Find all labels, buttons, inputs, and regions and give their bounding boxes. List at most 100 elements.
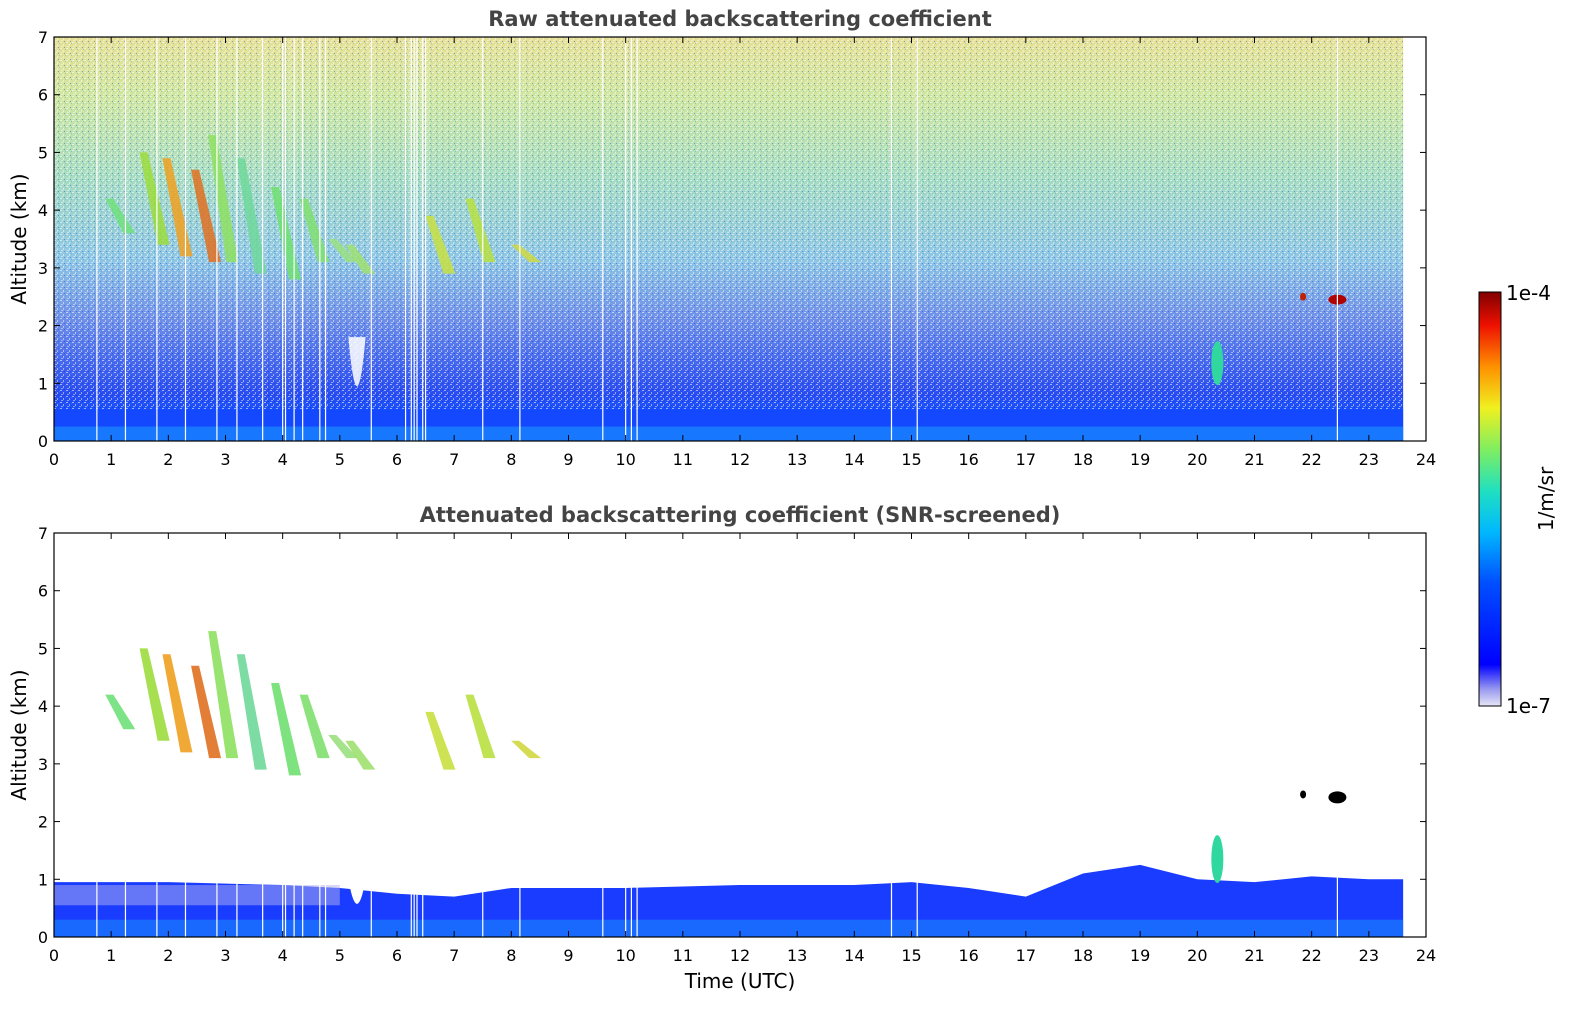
raw-noise-texture bbox=[54, 37, 1404, 441]
x-tick-label: 18 bbox=[1073, 450, 1093, 469]
raw-signal-gap bbox=[348, 337, 366, 387]
snr-cloud-streak bbox=[425, 711, 456, 770]
snr-boundary-layer bbox=[54, 864, 1404, 937]
x-tick-label: 4 bbox=[278, 450, 288, 469]
x-tick-label: 0 bbox=[49, 946, 59, 965]
x-tick-label: 20 bbox=[1187, 946, 1207, 965]
x-tick-label: 2 bbox=[163, 450, 173, 469]
snr-cloud-streak bbox=[465, 694, 496, 759]
x-tick-label: 22 bbox=[1301, 450, 1321, 469]
raw-cloud-streak bbox=[208, 135, 239, 263]
raw-cloud-streak bbox=[345, 244, 376, 274]
snr-cloud-streak bbox=[105, 694, 136, 730]
x-tick-label: 10 bbox=[615, 450, 635, 469]
x-tick-label: 10 bbox=[615, 946, 635, 965]
x-tick-label: 6 bbox=[392, 946, 402, 965]
x-tick-label: 11 bbox=[673, 450, 693, 469]
x-tick-label: 14 bbox=[844, 946, 864, 965]
y-tick-label: 5 bbox=[38, 143, 48, 162]
y-tick-label: 1 bbox=[38, 870, 48, 889]
colorbar-unit-label: 1/m/sr bbox=[1534, 466, 1558, 531]
x-tick-label: 18 bbox=[1073, 946, 1093, 965]
raw-cloud-streak bbox=[191, 169, 222, 263]
snr-title: Attenuated backscattering coefficient (S… bbox=[420, 503, 1061, 527]
y-tick-label: 1 bbox=[38, 374, 48, 393]
y-tick-label: 6 bbox=[38, 86, 48, 105]
snr-cloud-streak bbox=[299, 694, 330, 759]
raw-cloud-streak bbox=[299, 198, 330, 263]
colorbar-gradient bbox=[1478, 291, 1502, 707]
x-tick-label: 21 bbox=[1244, 450, 1264, 469]
y-tick-label: 3 bbox=[38, 755, 48, 774]
raw-surface-layer bbox=[54, 426, 1404, 441]
raw-cloud-streak bbox=[236, 158, 267, 274]
raw-cloud-streak bbox=[465, 198, 496, 263]
snr-x-axis: 0 1 2 3 4 5 6 7 8 9 10 11 12 13 14 15 16 17 18 19 20 21 22 23 24 bbox=[49, 533, 1436, 965]
snr-cloud-streak bbox=[162, 654, 193, 753]
y-tick-label: 2 bbox=[38, 813, 48, 832]
x-tick-label: 5 bbox=[335, 946, 345, 965]
y-tick-label: 7 bbox=[38, 28, 48, 47]
x-tick-label: 0 bbox=[49, 450, 59, 469]
x-tick-label: 5 bbox=[335, 450, 345, 469]
y-tick-label: 4 bbox=[38, 697, 48, 716]
x-tick-label: 15 bbox=[901, 450, 921, 469]
raw-y-axis: 0 1 2 3 4 5 6 7 bbox=[38, 28, 1426, 451]
snr-x-axis-label: Time (UTC) bbox=[684, 969, 796, 993]
y-tick-label: 6 bbox=[38, 582, 48, 601]
snr-cloud-streak bbox=[511, 740, 542, 759]
x-tick-label: 16 bbox=[958, 946, 978, 965]
x-tick-label: 21 bbox=[1244, 946, 1264, 965]
x-tick-label: 14 bbox=[844, 450, 864, 469]
raw-panel: Raw attenuated backscattering coefficien… bbox=[7, 7, 1436, 469]
x-tick-label: 12 bbox=[730, 450, 750, 469]
x-tick-label: 13 bbox=[787, 946, 807, 965]
snr-cloud-streak bbox=[345, 740, 376, 770]
colorbar-min-label: 1e-7 bbox=[1506, 694, 1551, 718]
y-tick-label: 0 bbox=[38, 432, 48, 451]
snr-cloud-22h bbox=[1328, 791, 1347, 804]
raw-cloud-streak bbox=[425, 215, 456, 274]
x-tick-label: 22 bbox=[1301, 946, 1321, 965]
raw-cloud-streak bbox=[511, 244, 542, 263]
x-tick-label: 7 bbox=[449, 450, 459, 469]
x-tick-label: 1 bbox=[106, 450, 116, 469]
raw-cloud-streak bbox=[139, 152, 170, 245]
x-tick-label: 20 bbox=[1187, 450, 1207, 469]
snr-cloud-streak bbox=[208, 631, 239, 759]
raw-cloud-20h bbox=[1211, 341, 1224, 386]
x-tick-label: 23 bbox=[1359, 450, 1379, 469]
y-tick-label: 4 bbox=[38, 201, 48, 220]
x-tick-label: 3 bbox=[220, 946, 230, 965]
x-tick-label: 9 bbox=[563, 450, 573, 469]
raw-cloud-streak bbox=[105, 198, 136, 234]
raw-cloud-21h bbox=[1300, 292, 1307, 301]
raw-data-field bbox=[54, 37, 1404, 441]
y-tick-label: 5 bbox=[38, 639, 48, 658]
x-tick-label: 17 bbox=[1016, 946, 1036, 965]
x-tick-label: 6 bbox=[392, 450, 402, 469]
snr-cloud-20h bbox=[1211, 835, 1224, 884]
x-tick-label: 8 bbox=[506, 450, 516, 469]
colorbar: 1e-4 1e-7 1/m/sr bbox=[1478, 281, 1558, 718]
y-tick-label: 3 bbox=[38, 259, 48, 278]
snr-cloud-21h bbox=[1300, 790, 1307, 799]
x-tick-label: 2 bbox=[163, 946, 173, 965]
snr-signal-gap bbox=[348, 879, 366, 904]
snr-data-field bbox=[54, 631, 1404, 937]
x-tick-label: 1 bbox=[106, 946, 116, 965]
raw-cloud-streak bbox=[328, 239, 359, 263]
x-tick-label: 12 bbox=[730, 946, 750, 965]
x-tick-label: 13 bbox=[787, 450, 807, 469]
y-tick-label: 2 bbox=[38, 317, 48, 336]
snr-cloud-streak bbox=[271, 683, 302, 776]
raw-y-axis-label: Altitude (km) bbox=[7, 173, 31, 304]
raw-x-axis: 0 1 2 3 4 5 6 7 8 9 10 11 12 13 14 15 16 17 18 19 20 21 22 23 24 bbox=[49, 37, 1436, 469]
x-tick-label: 8 bbox=[506, 946, 516, 965]
x-tick-label: 19 bbox=[1130, 946, 1150, 965]
snr-surface-layer bbox=[54, 919, 1404, 937]
x-tick-label: 19 bbox=[1130, 450, 1150, 469]
snr-y-axis: 0 1 2 3 4 5 6 7 bbox=[38, 524, 1426, 947]
x-tick-label: 23 bbox=[1359, 946, 1379, 965]
y-tick-label: 7 bbox=[38, 524, 48, 543]
